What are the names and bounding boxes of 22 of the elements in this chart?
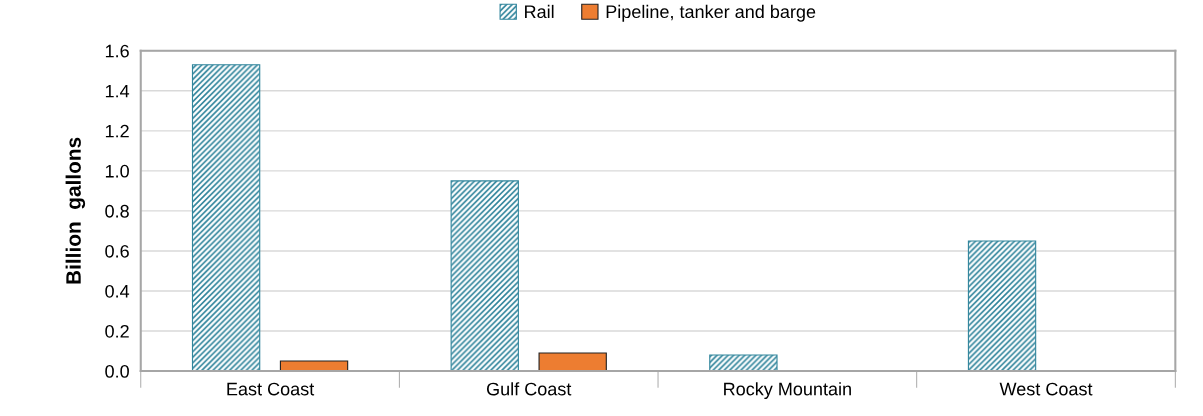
bar bbox=[709, 354, 778, 372]
y-tick-label: 0.0 bbox=[105, 365, 129, 378]
y-axis-title: Billion gallons bbox=[65, 137, 86, 284]
bar bbox=[538, 352, 607, 372]
y-tick-label: 1.0 bbox=[105, 164, 129, 178]
x-tick-label: West Coast bbox=[999, 382, 1093, 396]
legend-label: Rail bbox=[525, 4, 554, 19]
x-tick-label: Gulf Coast bbox=[486, 382, 572, 396]
bar bbox=[967, 240, 1037, 372]
bar bbox=[191, 64, 261, 372]
y-tick-label: 0.8 bbox=[105, 204, 129, 218]
legend-label: Pipeline, tanker and barge bbox=[606, 4, 816, 22]
x-tick-label: Rocky Mountain bbox=[724, 382, 851, 400]
y-tick-label: 1.6 bbox=[105, 44, 129, 58]
bar bbox=[450, 180, 519, 372]
y-tick-label: 0.2 bbox=[105, 324, 129, 338]
y-tick-label: 1.2 bbox=[105, 124, 129, 138]
y-tick-label: 1.4 bbox=[105, 84, 130, 98]
y-tick-label: 0.4 bbox=[105, 284, 130, 298]
bar bbox=[279, 360, 349, 372]
x-tick-label: East Coast bbox=[227, 382, 315, 396]
y-tick-label: 0.6 bbox=[105, 244, 129, 258]
